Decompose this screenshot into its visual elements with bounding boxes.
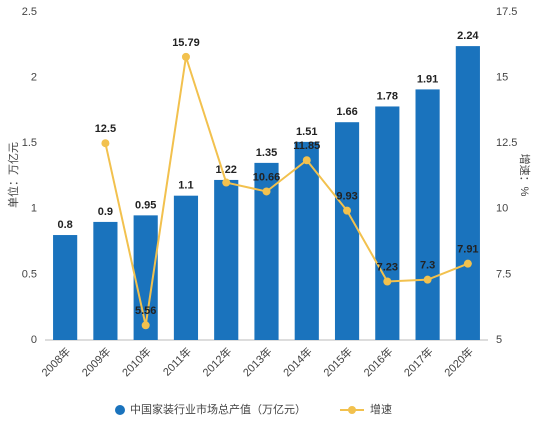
y-tick-label: 1.5 <box>22 137 37 149</box>
y2-tick-label: 7.5 <box>496 268 511 280</box>
line-point <box>222 178 231 187</box>
x-tick-label: 2016年 <box>361 344 396 379</box>
bar-value-label: 2.24 <box>457 30 479 42</box>
bar-value-label: 1.22 <box>216 164 237 176</box>
line-value-label: 15.79 <box>172 37 200 49</box>
bar <box>93 221 118 340</box>
line-point <box>101 139 110 148</box>
bar <box>455 46 480 340</box>
line-point <box>141 321 150 330</box>
legend-label: 中国家装行业市场总产值（万亿元） <box>130 402 306 416</box>
line-point <box>302 156 311 165</box>
legend-label: 增速 <box>370 402 392 416</box>
bar <box>415 89 440 341</box>
y2-tick-label: 17.5 <box>496 6 517 18</box>
line <box>104 56 469 326</box>
line-value-label: 10.66 <box>253 171 281 183</box>
bar-value-label: 1.51 <box>296 126 317 138</box>
line-point <box>262 187 271 196</box>
bar <box>334 122 360 340</box>
y-tick-label: 0.5 <box>22 268 37 280</box>
x-tick-label: 2020年 <box>441 344 476 379</box>
y2-tick-label: 15 <box>496 72 508 84</box>
bar <box>294 141 319 340</box>
y-tick-label: 0 <box>31 334 37 346</box>
line-value-label: 9.93 <box>336 191 357 203</box>
x-tick-label: 2013年 <box>240 344 275 379</box>
y-axis-label: 单位：万亿元 <box>6 142 20 208</box>
x-tick-label: 2014年 <box>280 344 315 379</box>
bar <box>173 195 199 340</box>
legend-swatch <box>348 406 356 414</box>
y2-axis-label: 增速：% <box>518 154 532 197</box>
bar <box>214 179 239 340</box>
line-point <box>383 277 392 286</box>
bar-value-label: 1.78 <box>377 90 398 102</box>
line-point <box>181 52 190 61</box>
x-tick-label: 2012年 <box>199 344 234 379</box>
line-point <box>343 206 352 215</box>
x-tick-label: 2015年 <box>320 344 355 379</box>
bar-value-label: 1.1 <box>178 180 193 192</box>
y2-tick-label: 10 <box>496 203 508 215</box>
y2-tick-label: 12.5 <box>496 137 517 149</box>
legend-swatch <box>115 405 125 415</box>
x-tick-label: 2011年 <box>160 344 194 378</box>
line-value-label: 11.85 <box>293 140 320 152</box>
y-tick-label: 2.5 <box>22 6 37 18</box>
line-value-label: 5.56 <box>135 305 156 317</box>
line-value-label: 7.3 <box>420 260 435 272</box>
y-tick-label: 1 <box>31 203 37 215</box>
bar-value-label: 1.66 <box>336 106 357 118</box>
bar-value-label: 0.95 <box>135 199 156 211</box>
y-tick-label: 2 <box>31 72 37 84</box>
bar-value-label: 0.9 <box>98 206 113 218</box>
x-tick-label: 2017年 <box>401 344 436 379</box>
line-value-label: 12.5 <box>95 123 116 135</box>
line-point <box>463 259 472 268</box>
line-value-label: 7.91 <box>457 244 478 256</box>
bar-value-label: 0.8 <box>57 219 72 231</box>
x-tick-label: 2009年 <box>79 344 114 379</box>
bar <box>53 235 78 340</box>
bar <box>375 106 400 341</box>
x-tick-label: 2010年 <box>119 344 154 379</box>
line-point <box>423 275 432 284</box>
bar-value-label: 1.91 <box>417 73 438 85</box>
y2-tick-label: 5 <box>496 334 502 346</box>
bar-value-label: 1.35 <box>256 147 277 159</box>
line-value-label: 7.23 <box>377 261 398 273</box>
x-tick-label: 2008年 <box>38 344 73 379</box>
